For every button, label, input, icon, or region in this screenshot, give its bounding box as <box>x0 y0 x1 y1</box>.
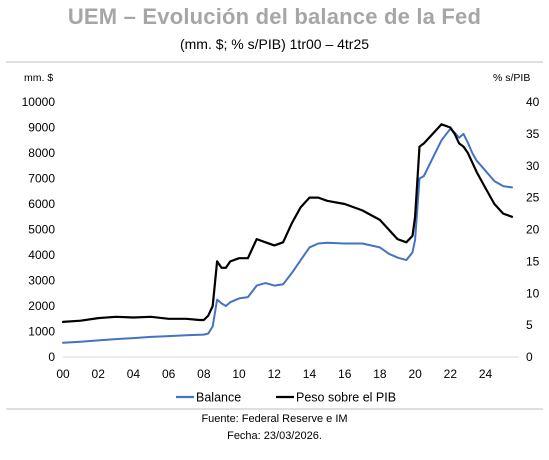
series-line-peso-pib <box>61 123 514 323</box>
chart-subtitle: (mm. $; % s/PIB) 1tr00 – 4tr25 <box>179 36 370 52</box>
x-tick-label: 00 <box>56 367 70 381</box>
source-note: Fuente: Federal Reserve e IM <box>201 413 348 425</box>
y-right-tick-label: 20 <box>526 223 540 237</box>
x-tick-label: 22 <box>444 367 458 381</box>
y-left-unit: mm. $ <box>24 72 53 84</box>
x-tick-label: 10 <box>232 367 246 381</box>
y-left-tick-label: 9000 <box>28 121 55 135</box>
y-left-tick-label: 7000 <box>28 172 55 186</box>
x-tick-label: 14 <box>303 367 317 381</box>
y-left-tick-label: 3000 <box>28 274 55 288</box>
y-left-tick-label: 6000 <box>28 197 55 211</box>
x-tick-label: 04 <box>127 367 141 381</box>
y-left-tick-label: 5000 <box>28 223 55 237</box>
y-left-tick-label: 10000 <box>22 95 56 109</box>
series-lines <box>61 123 514 344</box>
x-tick-label: 06 <box>162 367 176 381</box>
y-right-unit: % s/PIB <box>493 72 530 84</box>
y-right-tick-label: 5 <box>526 318 533 332</box>
y-right-tick-label: 10 <box>526 286 540 300</box>
x-tick-label: 18 <box>373 367 387 381</box>
x-tick-label: 16 <box>338 367 352 381</box>
y-right-tick-label: 25 <box>526 191 540 205</box>
x-tick-label: 02 <box>92 367 106 381</box>
legend-balance-label: Balance <box>196 391 241 405</box>
date-note: Fecha: 23/03/2026. <box>227 430 322 442</box>
y-right-tick-label: 40 <box>526 95 540 109</box>
y-left-tick-label: 8000 <box>28 146 55 160</box>
y-left-tick-label: 1000 <box>28 325 55 339</box>
y-left-tick-label: 0 <box>48 350 55 364</box>
y-left-tick-label: 4000 <box>28 248 55 262</box>
x-tick-label: 20 <box>408 367 422 381</box>
x-tick-label: 08 <box>197 367 211 381</box>
x-tick-label: 24 <box>479 367 493 381</box>
legend: Balance Peso sobre el PIB <box>176 391 396 405</box>
y-right-tick-label: 0 <box>526 350 533 364</box>
series-line-balance <box>62 127 513 344</box>
y-right-tick-label: 15 <box>526 254 540 268</box>
axes: 0100020003000400050006000700080009000100… <box>22 95 540 381</box>
chart-title: UEM – Evolución del balance de la Fed <box>67 4 482 29</box>
y-left-tick-label: 2000 <box>28 299 55 313</box>
legend-peso-pib-label: Peso sobre el PIB <box>296 391 396 405</box>
y-right-tick-label: 35 <box>526 127 540 141</box>
x-tick-label: 12 <box>268 367 282 381</box>
y-right-tick-label: 30 <box>526 159 540 173</box>
